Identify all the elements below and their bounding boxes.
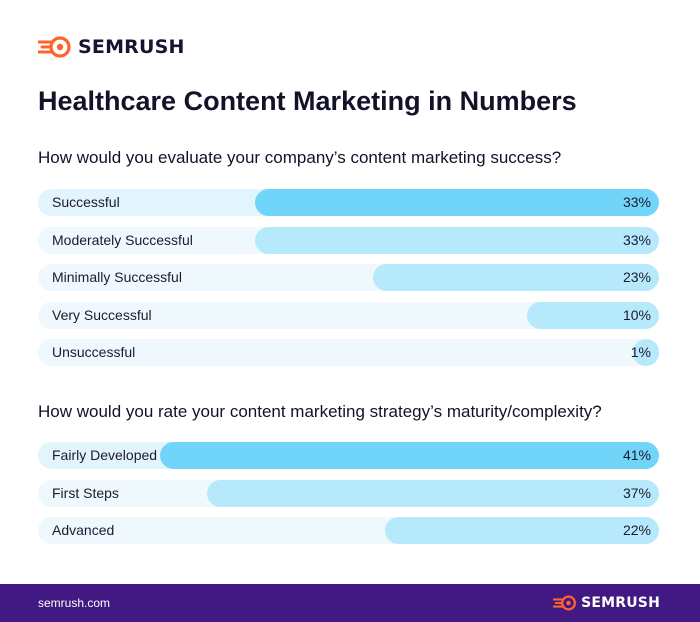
page-title: Healthcare Content Marketing in Numbers [38, 86, 577, 116]
category-label: Fairly Developed [52, 447, 158, 463]
chart-1-question: How would you evaluate your company’s co… [38, 148, 562, 167]
value-label: 23% [622, 269, 651, 285]
semrush-flame-icon [553, 595, 577, 611]
footer-semrush-logo: SEMRUSH [553, 595, 660, 611]
category-label: Successful [52, 194, 120, 210]
bar-row: Fairly Developed 41% [38, 442, 659, 469]
bar-row: Unsuccessful 1% [38, 339, 659, 366]
bar-row: Minimally Successful 23% [38, 264, 659, 291]
bar-row: Very Successful 10% [38, 302, 659, 329]
bar [160, 442, 659, 469]
footer-bar: semrush.com SEMRUSH [0, 584, 700, 622]
semrush-wordmark: SEMRUSH [78, 36, 185, 58]
chart-2-question: How would you rate your content marketin… [38, 402, 602, 421]
footer-semrush-wordmark: SEMRUSH [581, 595, 660, 611]
semrush-logo: SEMRUSH [38, 36, 185, 58]
value-label: 10% [622, 307, 651, 323]
bar [255, 189, 659, 216]
bar [633, 339, 659, 366]
category-label: Moderately Successful [52, 232, 193, 248]
value-label: 41% [622, 447, 651, 463]
bar-row: Successful 33% [38, 189, 659, 216]
value-label: 1% [630, 344, 651, 360]
category-label: Minimally Successful [52, 269, 182, 285]
category-label: Very Successful [52, 307, 152, 323]
value-label: 37% [622, 485, 651, 501]
bar [207, 480, 659, 507]
bar-row: First Steps 37% [38, 480, 659, 507]
bar-row: Advanced 22% [38, 517, 659, 544]
category-label: First Steps [52, 485, 119, 501]
bar [527, 302, 659, 329]
semrush-flame-icon [38, 36, 71, 58]
bar [255, 227, 659, 254]
value-label: 22% [622, 522, 651, 538]
bar [385, 517, 659, 544]
value-label: 33% [622, 232, 651, 248]
bar [373, 264, 659, 291]
footer-url[interactable]: semrush.com [38, 596, 111, 610]
bar-row: Moderately Successful 33% [38, 227, 659, 254]
value-label: 33% [622, 194, 651, 210]
category-label: Unsuccessful [52, 344, 136, 360]
category-label: Advanced [52, 522, 115, 538]
